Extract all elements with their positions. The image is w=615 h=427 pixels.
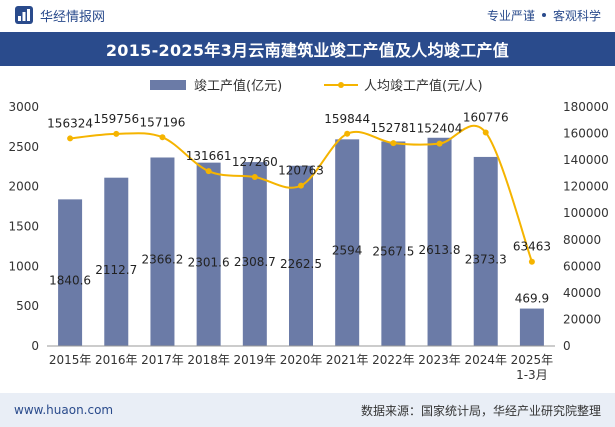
y-right-tick-label: 100000 (563, 206, 609, 220)
bar-value-label: 2112.7 (95, 263, 137, 277)
legend-line-label: 人均竣工产值(元/人) (364, 78, 483, 94)
line-value-label: 152781 (370, 121, 416, 135)
bar-value-label: 469.9 (515, 292, 549, 306)
bar-value-label: 2301.6 (188, 255, 230, 269)
bar (150, 157, 175, 346)
line-value-label: 160776 (463, 111, 509, 125)
chart-title: 2015-2025年3月云南建筑业竣工产值及人均竣工产值 (105, 41, 510, 60)
bar-value-label: 2308.7 (234, 255, 276, 269)
y-left-tick-label: 1000 (8, 259, 39, 273)
slogan-left: 专业严谨 (486, 8, 535, 23)
line-value-label: 152404 (417, 122, 463, 136)
bar (519, 308, 544, 346)
x-tick-label: 2024年 (464, 353, 507, 367)
y-right-tick-label: 80000 (563, 233, 601, 247)
brand-name: 华经情报网 (40, 9, 106, 25)
logo-icon (15, 6, 33, 24)
slogan: 专业严谨 客观科学 (487, 7, 601, 24)
top-bar: 华经情报网 专业严谨 客观科学 (0, 0, 615, 30)
y-right-tick-label: 120000 (563, 180, 609, 194)
line-point (390, 140, 397, 147)
y-left-tick-label: 500 (16, 299, 39, 313)
y-left-tick-label: 1500 (8, 220, 39, 234)
y-left-tick-label: 3000 (8, 100, 39, 114)
line-point (67, 135, 74, 142)
bar-value-label: 2262.5 (280, 257, 322, 271)
bar (427, 137, 452, 346)
bar (242, 162, 267, 346)
line-point (159, 134, 166, 141)
line-point (528, 258, 535, 265)
website-link[interactable]: www.huaon.com (14, 403, 114, 417)
chart: 竣工产值(亿元) 人均竣工产值(元/人) 0 500 1000 1500 2000 250… (8, 78, 609, 382)
line-value-label: 159844 (324, 112, 370, 126)
legend: 竣工产值(亿元) 人均竣工产值(元/人) (150, 78, 483, 94)
y-right-tick-label: 160000 (563, 127, 609, 141)
y-left-tick-label: 0 (31, 339, 39, 353)
line-point (482, 129, 489, 136)
x-tick-label: 2025年 1-3月 (511, 353, 554, 382)
legend-line-marker (338, 82, 344, 88)
y-right-tick-label: 20000 (563, 312, 601, 326)
y-left-tick-label: 2000 (8, 180, 39, 194)
line-point (205, 168, 212, 175)
line-value-label: 159756 (93, 112, 139, 126)
bar-value-label: 2567.5 (372, 245, 414, 259)
line-value-label: 63463 (513, 240, 551, 254)
bar-value-label: 2613.8 (419, 243, 461, 257)
bar (58, 199, 83, 346)
line-value-label: 131661 (186, 149, 232, 163)
title-bar: 2015-2025年3月云南建筑业竣工产值及人均竣工产值 (0, 32, 615, 66)
bar-value-label: 2594 (332, 244, 363, 258)
y-left-tick-label: 2500 (8, 140, 39, 154)
x-tick-label: 2021年 (326, 353, 369, 367)
brand: 华经情报网 (14, 5, 105, 25)
x-tick-label: 2020年 (280, 353, 323, 367)
line-value-label: 156324 (47, 116, 93, 130)
line-point (113, 130, 120, 137)
y-axis-right: 0 20000 40000 60000 80000 100000 120000 140000 1… (563, 100, 609, 353)
x-tick-label: 2017年 (141, 353, 184, 367)
bar (196, 162, 221, 346)
x-tick-label: 2018年 (187, 353, 230, 367)
bar-value-label: 2366.2 (141, 253, 183, 267)
line-value-label: 157196 (140, 115, 186, 129)
legend-bar-label: 竣工产值(亿元) (194, 78, 282, 94)
x-axis: 2015年 2016年 2017年 2018年 2019年 2020年 2021年 2022年… (47, 345, 555, 382)
x-tick-label: 2019年 (234, 353, 277, 367)
line-path (69, 124, 533, 263)
y-right-tick-label: 180000 (563, 100, 609, 114)
slogan-right: 客观科学 (552, 8, 601, 23)
line-point (251, 174, 258, 181)
bar (289, 165, 313, 346)
y-right-tick-label: 140000 (563, 153, 609, 167)
line-value-label: 127260 (232, 155, 278, 169)
legend-bar-swatch (150, 80, 186, 90)
separator-dot-icon (541, 13, 546, 17)
y-right-tick-label: 0 (563, 339, 571, 353)
bar-value-label: 1840.6 (49, 274, 91, 288)
y-axis-left: 0 500 1000 1500 2000 2500 3000 (8, 100, 39, 353)
line-point (344, 130, 351, 137)
line-point (436, 140, 443, 147)
bar (381, 141, 406, 346)
data-source: 数据来源：国家统计局，华经产业研究院整理 (360, 403, 601, 418)
bar (104, 177, 129, 346)
bar (473, 156, 498, 346)
line-point (298, 182, 304, 189)
x-tick-label: 2015年 (49, 353, 92, 367)
x-tick-label: 2016年 (95, 353, 138, 367)
bar-series: 1840.6 2112.7 2366.2 2301.6 2308.7 2262.5 2594… (49, 137, 549, 346)
x-tick-label: 2022年 (372, 353, 415, 367)
y-right-tick-label: 40000 (563, 286, 601, 300)
bar-value-label: 2373.3 (465, 252, 507, 266)
y-right-tick-label: 60000 (563, 259, 601, 273)
x-tick-label: 2023年 (418, 353, 461, 367)
footer: www.huaon.com 数据来源：国家统计局，华经产业研究院整理 (0, 393, 615, 427)
bar (335, 139, 360, 346)
line-value-label: 120763 (278, 164, 324, 178)
